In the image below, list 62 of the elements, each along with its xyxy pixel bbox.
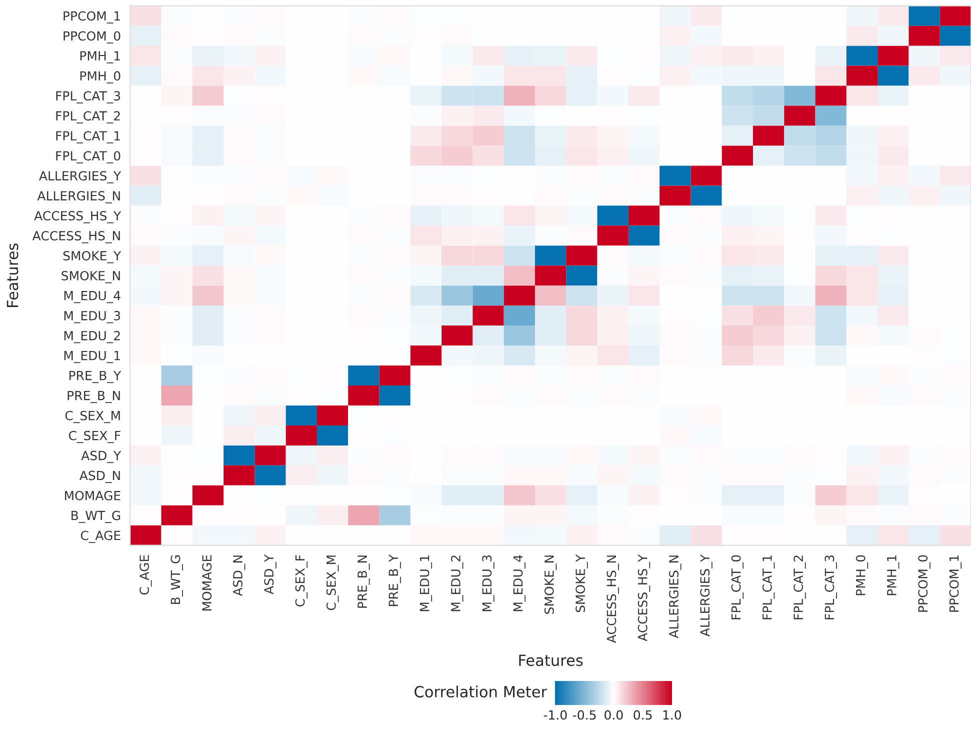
- y-tick-label: ALLERGIES_N: [37, 191, 120, 204]
- y-tick-label: M_EDU_4: [64, 291, 120, 304]
- y-tick-label: PRE_B_Y: [69, 370, 122, 384]
- y-tick-label: PRE_B_N: [68, 390, 120, 404]
- x-tick-label: M_EDU_4: [513, 555, 526, 612]
- x-tick-label: M_EDU_3: [482, 555, 494, 612]
- x-tick-label: M_EDU_1: [420, 556, 432, 612]
- y-tick-label: PPCOM_1: [64, 11, 120, 24]
- y-tick-label: B_WT_G: [72, 510, 120, 523]
- y-tick-label: C_AGE: [80, 530, 120, 543]
- x-tick-label: PRE_B_Y: [388, 554, 401, 606]
- x-tick-label: B_WT_G: [170, 555, 183, 604]
- x-tick-label: PMH_0: [856, 555, 868, 596]
- x-tick-label: SMOKE_Y: [576, 554, 588, 612]
- x-tick-label: ACCESS_HS_N: [606, 556, 619, 644]
- color-bar-label: 1.0: [663, 710, 682, 720]
- y-tick-label: PPCOM_0: [64, 31, 120, 44]
- y-tick-label: FPL_CAT_2: [56, 111, 120, 124]
- y-tick-label: M_EDU_1: [64, 350, 120, 364]
- x-tick-label: ALLERGIES_N: [669, 556, 682, 638]
- y-tick-label: C_SEX_F: [68, 430, 120, 444]
- y-tick-label: ACCESS_HS_Y: [34, 211, 122, 224]
- color-bar-label: 0.5: [634, 710, 652, 720]
- y-tick-label: MOMAGE: [64, 490, 120, 500]
- x-tick-label: FPL_CAT_0: [731, 555, 744, 620]
- x-tick-label: SMOKE_N: [544, 556, 557, 614]
- y-tick-label: FPL_CAT_1: [56, 131, 120, 144]
- color-bar-label: -0.5: [572, 710, 596, 720]
- x-tick-label: ALLERGIES_Y: [700, 554, 712, 636]
- color-bar-label: -1.0: [544, 710, 567, 720]
- y-tick-label: SMOKE_N: [62, 270, 120, 284]
- x-tick-label: FPL_CAT_2: [794, 556, 806, 620]
- x-tick-label: M_EDU_2: [451, 556, 464, 612]
- y-tick-label: M_EDU_3: [64, 310, 120, 324]
- x-tick-label: C_SEX_M: [326, 556, 339, 610]
- y-tick-label: ALLERGIES_Y: [39, 171, 122, 184]
- y-tick-label: ASD_Y: [81, 450, 122, 464]
- x-tick-label: PMH_1: [887, 556, 900, 596]
- x-tick-label: PPCOM_1: [949, 556, 962, 612]
- y-tick-label: FPL_CAT_3: [56, 91, 120, 104]
- y-tick-label: M_EDU_2: [64, 330, 120, 344]
- y-tick-label: C_SEX_M: [65, 410, 120, 424]
- x-tick-label: ACCESS_HS_Y: [638, 554, 650, 642]
- x-tick-label: FPL_CAT_1: [762, 556, 775, 620]
- color-bar-label: 0.0: [604, 710, 623, 720]
- y-tick-label: PMH_0: [80, 71, 120, 84]
- x-tick-label: C_SEX_F: [295, 555, 308, 606]
- x-tick-label: C_AGE: [140, 555, 152, 595]
- x-tick-label: FPL_CAT_3: [824, 555, 837, 620]
- y-tick-label: ACCESS_HS_N: [32, 231, 120, 244]
- y-axis-title: Features: [6, 244, 18, 307]
- y-tick-label: FPL_CAT_0: [56, 151, 120, 164]
- color-bar-title: Correlation Meter: [414, 686, 548, 698]
- x-tick-label: PRE_B_N: [358, 556, 370, 608]
- x-tick-label: MOMAGE: [202, 555, 212, 610]
- y-tick-label: SMOKE_Y: [63, 250, 122, 264]
- y-tick-label: ASD_N: [79, 470, 120, 484]
- x-tick-label: PPCOM_0: [918, 555, 930, 612]
- y-tick-label: PMH_1: [80, 51, 120, 64]
- x-axis-title: Features: [519, 654, 583, 666]
- x-tick-label: ASD_N: [233, 556, 246, 596]
- x-tick-label: ASD_Y: [264, 554, 276, 594]
